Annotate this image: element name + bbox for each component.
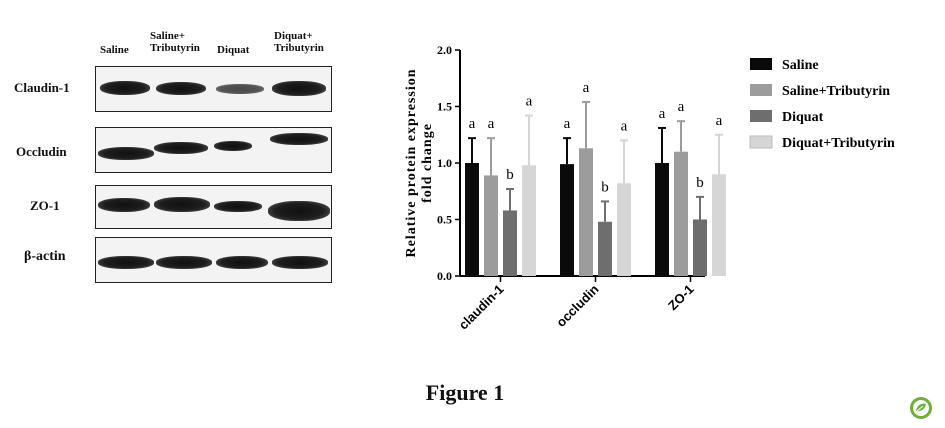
blot-lane-label-saline-tributyrin: Saline+ Tributyrin [150, 30, 200, 54]
x-tick-label: claudin-1 [456, 282, 507, 333]
band [270, 133, 328, 145]
significance-letter: a [678, 99, 685, 115]
y-tick-label: 2.0 [437, 43, 452, 57]
legend-label: Saline+Tributyrin [782, 84, 890, 99]
legend-swatch [749, 135, 773, 149]
blot-row-label-zo-1: ZO-1 [30, 198, 60, 213]
y-tick-label: 0.5 [437, 213, 452, 227]
band [216, 256, 268, 269]
blot-lane-label-diquat: Diquat [217, 44, 250, 56]
band [216, 84, 264, 94]
y-tick-label: 0.0 [437, 269, 452, 283]
x-tick-label: ZO-1 [665, 282, 697, 314]
band [268, 201, 330, 221]
significance-letter: b [506, 167, 514, 183]
bar-diquat-tributyrin [522, 165, 536, 276]
band [272, 256, 328, 269]
band [214, 141, 252, 151]
blot-row-label-claudin-1: Claudin-1 [14, 80, 70, 95]
blot-panel-zo-1 [95, 185, 332, 229]
bar-diquat [598, 221, 612, 276]
blot-lane-label-diquat-tributyrin: Diquat+ Tributyrin [274, 30, 324, 54]
blot-lane-label-saline: Saline [100, 44, 129, 56]
bar-diquat-tributyrin [617, 183, 631, 276]
band [100, 81, 150, 95]
significance-letter: a [526, 94, 533, 110]
band [98, 198, 150, 212]
legend-label: Diquat [782, 110, 824, 125]
band [156, 256, 212, 269]
y-tick-label: 1.5 [437, 100, 452, 114]
significance-letter: b [601, 179, 609, 195]
y-axis-label: Relative protein expressionfold change [404, 68, 435, 257]
x-tick-label: occludin [553, 281, 601, 329]
band [154, 142, 208, 154]
significance-letter: a [716, 113, 723, 129]
bar-saline-tributyrin [674, 151, 688, 276]
bar-saline-tributyrin [484, 175, 498, 276]
bar-diquat-tributyrin [712, 174, 726, 276]
band [154, 197, 210, 212]
band [272, 81, 326, 96]
significance-letter: a [583, 80, 590, 96]
bar-saline [560, 164, 574, 276]
blot-row-label-beta-actin: β-actin [24, 249, 66, 264]
significance-letter: a [659, 106, 666, 122]
band [98, 256, 154, 269]
bar-saline [465, 163, 479, 276]
legend-swatch [750, 58, 772, 70]
legend-label: Saline [782, 58, 819, 73]
y-axis-label-line: fold change [420, 123, 435, 203]
band [156, 82, 206, 95]
bar-saline-tributyrin [579, 148, 593, 276]
significance-letter: a [621, 118, 628, 134]
blot-panel-claudin-1 [95, 66, 332, 112]
leaf-logo-icon [910, 397, 932, 419]
blot-panel-occludin [95, 127, 332, 173]
y-axis-label-line: Relative protein expression [404, 68, 419, 257]
band [98, 147, 154, 160]
y-tick-label: 1.0 [437, 156, 452, 170]
blot-row-label-occludin: Occludin [16, 144, 67, 159]
bar-saline [655, 163, 669, 276]
bar-diquat [693, 219, 707, 276]
bar-diquat [503, 210, 517, 276]
significance-letter: a [469, 116, 476, 132]
blot-panel-beta-actin [95, 237, 332, 283]
figure-caption: Figure 1 [425, 380, 505, 405]
legend-swatch [750, 110, 772, 122]
significance-letter: b [696, 175, 704, 191]
legend-label: Diquat+Tributyrin [782, 136, 895, 151]
band [214, 201, 262, 212]
significance-letter: a [564, 116, 571, 132]
legend-swatch [750, 84, 772, 96]
significance-letter: a [488, 116, 495, 132]
